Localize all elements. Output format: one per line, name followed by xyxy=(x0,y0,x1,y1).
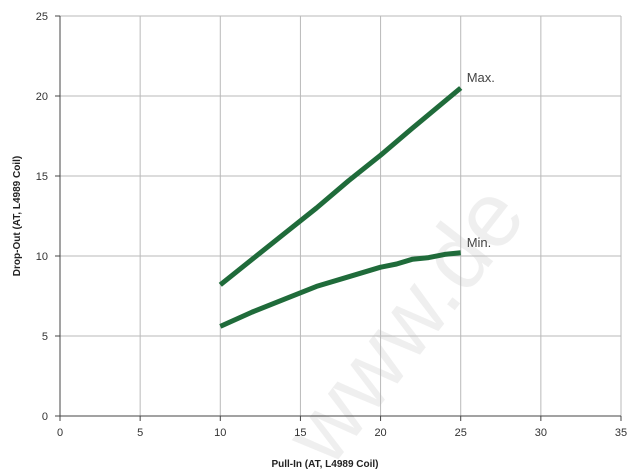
x-tick-label: 35 xyxy=(615,427,627,439)
x-tick-label: 20 xyxy=(374,427,386,439)
axes xyxy=(55,15,622,421)
series-label-min: Min. xyxy=(467,235,492,250)
series-line-min xyxy=(219,250,461,329)
y-tick-label: 5 xyxy=(42,331,48,343)
x-tick-label: 30 xyxy=(535,427,547,439)
x-tick-labels: 0 5 10 15 20 25 30 35 xyxy=(57,427,627,439)
series-line-max xyxy=(218,86,463,287)
y-tick-label: 10 xyxy=(36,251,48,263)
x-axis-title: Pull-In (AT, L4989 Coil) xyxy=(271,459,378,470)
x-tick-label: 10 xyxy=(214,427,226,439)
y-tick-label: 20 xyxy=(36,91,48,103)
y-tick-label: 25 xyxy=(36,11,48,23)
y-tick-labels: 0 5 10 15 20 25 xyxy=(36,11,48,423)
y-tick-label: 0 xyxy=(42,411,48,423)
series-lines xyxy=(218,86,463,329)
series-labels: Max. Min. xyxy=(467,70,495,250)
y-tick-label: 15 xyxy=(36,171,48,183)
y-axis-title: Drop-Out (AT, L4989 Coil) xyxy=(12,156,23,276)
x-tick-label: 15 xyxy=(294,427,306,439)
x-tick-label: 0 xyxy=(57,427,63,439)
watermark: www.de xyxy=(265,166,544,471)
x-tick-label: 5 xyxy=(137,427,143,439)
gridlines xyxy=(60,15,622,416)
x-tick-label: 25 xyxy=(455,427,467,439)
series-label-max: Max. xyxy=(467,70,495,85)
